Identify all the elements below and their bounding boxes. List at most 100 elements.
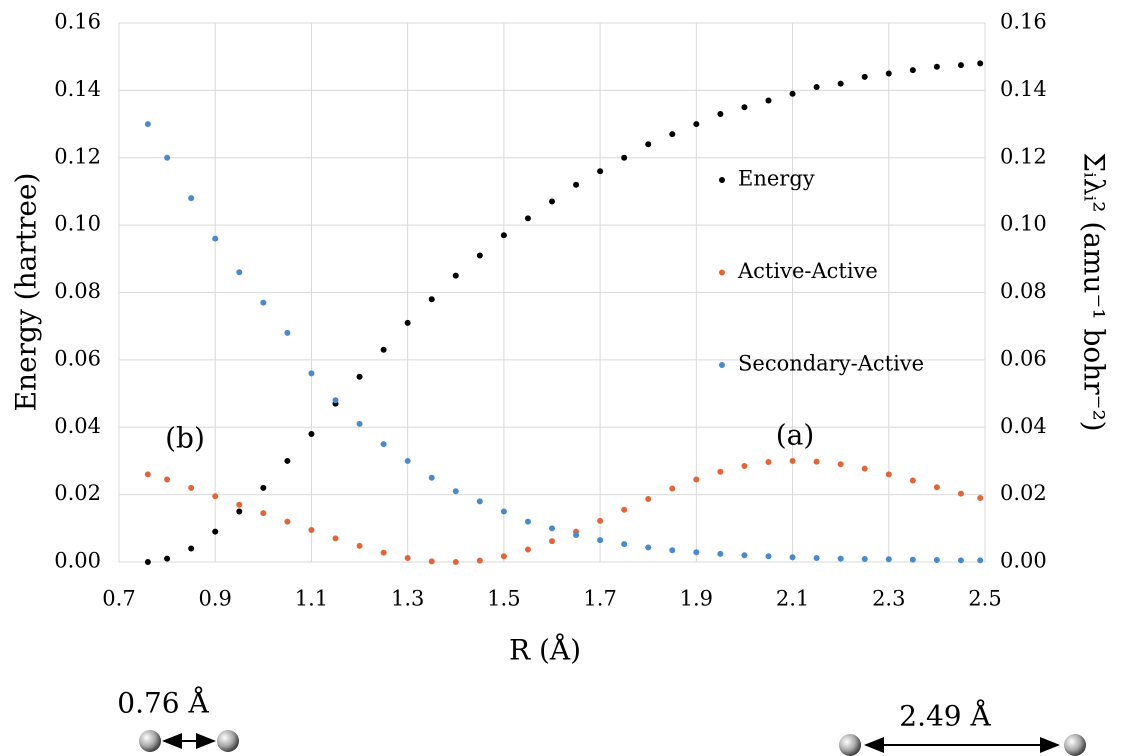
y2-tick-label: 0.10 (1000, 212, 1047, 236)
data-point (524, 546, 531, 553)
data-point (356, 542, 363, 549)
data-point (236, 508, 243, 515)
data-point (957, 557, 964, 564)
data-point (284, 329, 291, 336)
data-point (861, 465, 868, 472)
data-point (284, 518, 291, 525)
data-point (428, 474, 435, 481)
data-point (837, 80, 844, 87)
plot-area (144, 60, 984, 565)
data-point (356, 373, 363, 380)
x-tick-label: 1.1 (295, 587, 328, 611)
data-point (144, 559, 151, 565)
data-point (909, 67, 916, 74)
data-point (933, 63, 940, 70)
y2-tick-label: 0.00 (1000, 549, 1047, 573)
x-tick-label: 2.3 (872, 587, 905, 611)
x-tick-label: 1.3 (391, 587, 424, 611)
data-point (621, 506, 628, 513)
data-point (212, 493, 219, 500)
data-point (861, 73, 868, 80)
y2-tick-label: 0.02 (1000, 481, 1047, 505)
data-point (188, 484, 195, 491)
data-point (404, 457, 411, 464)
data-point (332, 535, 339, 542)
data-point (404, 554, 411, 561)
data-point (476, 557, 483, 564)
data-point (573, 181, 580, 188)
data-point (452, 488, 459, 495)
data-point (717, 550, 724, 557)
y-tick-label: 0.08 (54, 279, 101, 303)
y2-tick-label: 0.04 (1000, 414, 1047, 438)
data-point (188, 195, 195, 202)
data-point (669, 131, 676, 138)
data-point (356, 420, 363, 427)
data-point (957, 490, 964, 497)
data-point (260, 510, 267, 517)
data-point (573, 532, 580, 539)
x-tick-label: 0.9 (199, 587, 232, 611)
legend-marker (719, 177, 725, 183)
legend-label: Active-Active (737, 259, 878, 283)
data-point (693, 121, 700, 128)
data-point (380, 549, 387, 556)
data-point (597, 168, 604, 175)
data-point (977, 494, 984, 501)
data-point (212, 528, 219, 535)
data-point (597, 517, 604, 524)
data-point (500, 553, 507, 560)
data-point (380, 346, 387, 353)
data-point (549, 538, 555, 545)
data-point (977, 60, 984, 67)
data-point (332, 397, 339, 404)
data-point (308, 370, 315, 377)
data-point (813, 458, 820, 465)
data-point (645, 544, 652, 551)
data-point (428, 296, 435, 303)
data-point (549, 198, 555, 205)
data-point (260, 484, 267, 491)
y-tick-label: 0.06 (54, 346, 101, 370)
data-point (236, 501, 243, 508)
data-point (500, 232, 507, 239)
data-point (717, 110, 724, 117)
data-point (164, 555, 171, 562)
data-point (909, 477, 916, 484)
data-point (645, 496, 652, 503)
data-point (144, 121, 151, 128)
molecule-long (839, 734, 1086, 756)
data-point (717, 468, 724, 475)
x-tick-label: 0.7 (102, 587, 135, 611)
data-point (933, 556, 940, 563)
y-tick-label: 0.04 (54, 414, 101, 438)
data-point (524, 518, 531, 525)
data-point (452, 272, 459, 279)
y-tick-label: 0.14 (54, 77, 101, 101)
legend-marker (719, 269, 725, 276)
data-point (164, 476, 171, 483)
annotation: (a) (776, 419, 815, 452)
data-point (861, 555, 868, 562)
data-point (476, 252, 483, 259)
y-tick-label: 0.00 (54, 549, 101, 573)
x-tick-label: 2.5 (968, 587, 1001, 611)
y2-tick-label: 0.12 (1000, 144, 1047, 168)
data-point (452, 559, 459, 565)
y-axis-title: Energy (hartree) (10, 173, 43, 412)
data-point (885, 556, 892, 563)
grid (118, 22, 986, 563)
data-point (549, 525, 555, 532)
data-point (885, 70, 892, 77)
data-point (212, 235, 219, 242)
x-tick-label: 1.5 (487, 587, 520, 611)
data-point (885, 471, 892, 478)
annotation: 0.76 Å (117, 687, 209, 720)
data-point (789, 554, 796, 561)
legend-label: Energy (738, 167, 815, 191)
annotation: 2.49 Å (899, 700, 991, 733)
data-point (789, 90, 796, 97)
data-point (669, 485, 676, 492)
data-point (741, 552, 748, 559)
